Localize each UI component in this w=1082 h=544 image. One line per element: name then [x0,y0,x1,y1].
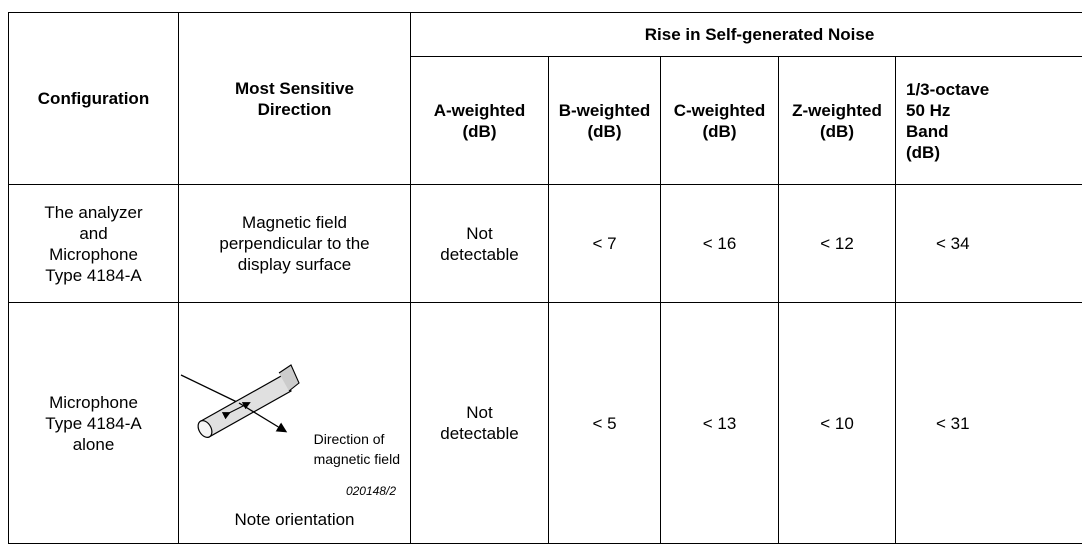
cell: Magnetic field perpendicular to the disp… [179,185,411,303]
row: The analyzer and Microphone Type 4184-A … [9,185,1082,303]
header-cell: A-weighted (dB) [411,57,549,185]
header-cell: B-weighted (dB) [549,57,661,185]
cell: The analyzer and Microphone Type 4184-A [9,185,179,303]
header-cell: Configuration [9,13,179,185]
header-group: Rise in Self-generated Noise [411,13,1082,57]
header-cell: Z-weighted (dB) [779,57,896,185]
cell: < 31 [896,303,1082,544]
cell: < 10 [779,303,896,544]
cell: < 5 [549,303,661,544]
cell: Not detectable [411,303,549,544]
header-cell: 1/3-octave 50 Hz Band (dB) [896,57,1082,185]
header-cell: C-weighted (dB) [661,57,779,185]
row: Microphone Type 4184-A alone Direction o… [9,303,1082,544]
cell: < 12 [779,185,896,303]
header-row: Configuration Most Sensitive Direction R… [9,13,1082,57]
cell: Not detectable [411,185,549,303]
figure-code: 020148/2 [346,481,396,502]
cell: < 34 [896,185,1082,303]
arrow-label: Direction of magnetic field [314,429,400,469]
cell: < 7 [549,185,661,303]
cell: < 13 [661,303,779,544]
cell: Microphone Type 4184-A alone [9,303,179,544]
figure-caption: Note orientation [179,509,410,530]
noise-table: Configuration Most Sensitive Direction R… [8,12,1082,544]
header-cell: Most Sensitive Direction [179,13,411,185]
cell: < 16 [661,185,779,303]
microphone-figure [179,303,411,543]
figure-cell: Direction of magnetic field 020148/2 Not… [179,303,411,544]
